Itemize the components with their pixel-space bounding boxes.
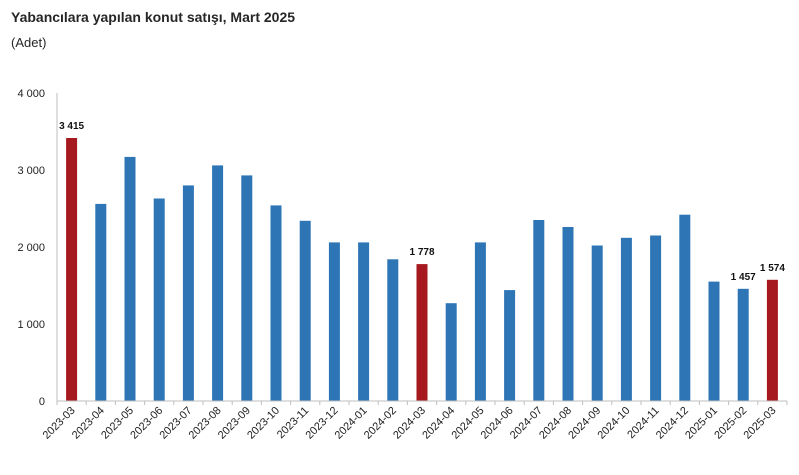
data-label-2025-03: 1 574 — [760, 263, 785, 274]
y-tick-label: 0 — [39, 396, 45, 408]
bar-2024-09 — [591, 245, 603, 401]
chart-title: Yabancılara yapılan konut satışı, Mart 2… — [11, 9, 296, 25]
bar-2024-04 — [445, 303, 457, 401]
x-tick-label: 2024-10 — [595, 405, 632, 442]
y-axis: 0 1 000 2 000 3 000 4 000 — [17, 88, 58, 408]
y-tick-label: 3 000 — [17, 165, 45, 177]
bar-2023-09 — [241, 175, 253, 401]
bar-2024-11 — [650, 235, 662, 401]
bar-2024-08 — [562, 227, 574, 401]
bar-2024-01 — [358, 242, 370, 401]
y-tick-label: 1 000 — [17, 319, 45, 331]
bar-2024-10 — [620, 237, 632, 401]
data-label-2024-03: 1 778 — [409, 247, 434, 258]
x-axis: 2023-032023-042023-052023-062023-072023-… — [41, 400, 788, 442]
bar-2025-02 — [737, 288, 749, 401]
bar-2023-10 — [270, 205, 282, 401]
bar-2024-02 — [387, 259, 399, 401]
bar-2024-05 — [474, 242, 486, 401]
bar-2024-03 — [416, 264, 428, 401]
x-tick-label: 2023-10 — [245, 405, 282, 442]
bar-2025-01 — [708, 281, 720, 401]
bar-2023-06 — [153, 198, 165, 401]
data-label-2025-02: 1 457 — [731, 272, 756, 283]
bar-2023-05 — [124, 156, 136, 401]
chart-subtitle: (Adet) — [11, 35, 47, 50]
bar-2023-07 — [182, 185, 194, 401]
bar-2023-12 — [328, 242, 340, 401]
bars — [66, 138, 778, 401]
bar-2023-11 — [299, 220, 311, 401]
y-tick-label: 2 000 — [17, 242, 45, 254]
bar-2024-06 — [504, 290, 516, 401]
bar-2023-03 — [66, 138, 78, 401]
bar-2024-07 — [533, 220, 545, 401]
bar-2023-08 — [212, 165, 224, 401]
bar-2024-12 — [679, 214, 691, 401]
data-labels: 3 415 1 778 1 457 1 574 — [59, 121, 785, 283]
bar-2023-04 — [95, 203, 107, 401]
data-label-2023-03: 3 415 — [59, 121, 84, 132]
x-tick-label: 2025-03 — [741, 405, 778, 442]
y-tick-label: 4 000 — [17, 88, 45, 100]
bar-2025-03 — [766, 279, 778, 401]
